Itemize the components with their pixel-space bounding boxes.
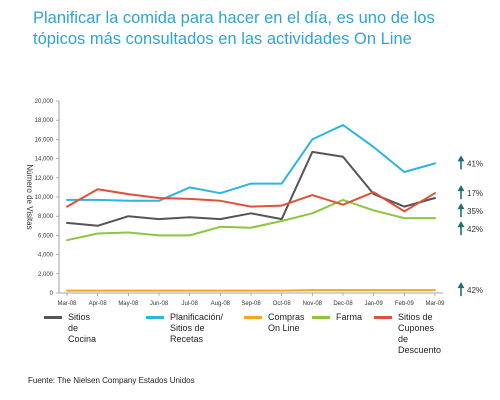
growth-percent-label: 42% [467,286,483,295]
x-tick-label: May-08 [118,301,139,307]
y-tick-label: 20,000 [35,99,54,105]
y-tick-label: 12,000 [35,176,54,182]
x-tick-label: Jun-08 [150,301,169,307]
y-tick-label: 18,000 [35,118,54,124]
arrow-head-icon [457,221,465,228]
legend-label: Compras On Line [268,312,305,333]
arrow-head-icon [457,203,465,210]
legend-label: Planificación/ Sitios de Recetas [170,312,224,344]
y-tick-label: 8,000 [38,214,54,220]
series-line [66,198,436,242]
y-tick-label: 16,000 [35,137,54,143]
y-tick-label: 2,000 [38,272,54,278]
y-tick-label: 6,000 [38,233,54,239]
growth-percent-label: 17% [467,189,483,198]
legend-swatch [244,316,262,319]
y-tick-label: 14,000 [35,157,54,163]
annotation-layer: 41% 17% 35% 42% 42% [457,155,483,297]
arrow-head-icon [457,282,465,289]
series-line [66,289,436,292]
growth-percent-label: 41% [467,159,483,168]
arrow-head-icon [457,185,465,192]
legend-label: Sitios de Cupones de Descuento [398,312,442,355]
x-tick-label: Mar-08 [57,301,77,307]
arrow-head-icon [457,155,465,162]
x-tick-label: Aug-08 [211,301,231,307]
legend: Sitios de Cocina Planificación/ Sitios de… [44,312,494,355]
legend-swatch [146,316,164,319]
x-tick-label: Dec-08 [333,301,353,307]
x-tick-label: Apr-08 [89,301,108,307]
x-tick-label: Oct-08 [273,301,292,307]
x-tick-label: Sep-08 [241,301,261,307]
growth-percent-label: 42% [467,225,483,234]
legend-swatch [374,316,392,319]
series-layer [66,124,436,292]
source-note: Fuente: The Nielsen Company Estados Unid… [28,376,195,385]
y-tick-label: 0 [50,291,54,297]
y-tick-label: 10,000 [35,195,54,201]
legend-swatch [312,316,330,319]
series-line [66,124,436,202]
chart-title: Planificar la comida para hacer en el dí… [33,8,493,50]
series-line [66,188,436,213]
x-tick-label: Jan-09 [364,301,383,307]
series-line [66,150,436,227]
x-tick-label: Nov-08 [303,301,323,307]
growth-percent-label: 35% [467,207,483,216]
title-line-1: Planificar la comida para hacer en el dí… [33,9,435,27]
x-tick-label: Jul-08 [181,301,198,307]
y-tick-label: 4,000 [38,253,54,259]
x-tick-label: Mar-09 [425,301,445,307]
legend-label: Sitios de Cocina [68,312,97,344]
legend-label: Farma [336,312,363,322]
legend-swatch [44,316,62,319]
chart-axes: 0 2,000 4,000 6,000 8,000 10,000 12,000 14,000 1… [25,99,445,307]
y-axis-label: Número de Visitas [25,164,34,229]
title-line-2: tópicos más consultados en las actividad… [33,30,412,48]
x-tick-label: Feb-09 [395,301,415,307]
